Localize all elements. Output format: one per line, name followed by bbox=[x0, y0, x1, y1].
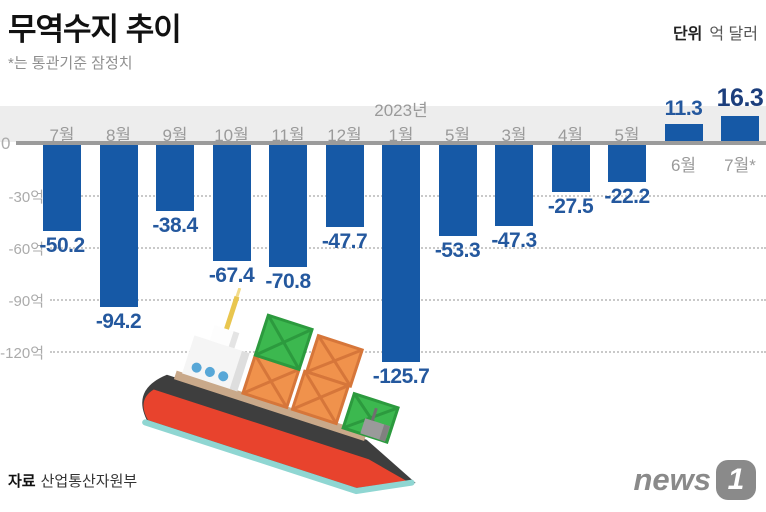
bar-8월 bbox=[99, 144, 138, 307]
ship-waterline bbox=[142, 419, 415, 495]
bar-5월 bbox=[438, 144, 477, 236]
bar-3월 bbox=[495, 144, 533, 226]
bar-5월 bbox=[608, 144, 646, 182]
y-tick-label: -120억 bbox=[0, 344, 44, 362]
bar-4월 bbox=[551, 144, 590, 192]
zero-axis-line bbox=[16, 141, 766, 145]
bar-value-7월*: 16.3 bbox=[716, 84, 764, 112]
bar-11월 bbox=[269, 144, 307, 267]
source-label: 자료 bbox=[8, 473, 36, 490]
bar-value-10월: -67.4 bbox=[208, 264, 255, 287]
bar-10월 bbox=[212, 144, 251, 261]
month-label-11월: 11월 bbox=[271, 126, 305, 145]
bar-value-5월: -22.2 bbox=[604, 185, 650, 208]
month-label-1월: 1월 bbox=[388, 126, 414, 145]
ship-hull-red-band bbox=[143, 389, 407, 488]
month-label-9월: 9월 bbox=[162, 126, 188, 145]
unit-caption: 단위 억 달러 bbox=[673, 20, 758, 44]
bar-value-3월: -47.3 bbox=[491, 229, 537, 252]
ship-mast bbox=[224, 295, 240, 330]
y-tick-label: 0 bbox=[1, 134, 11, 153]
y-tick-label: -90억 bbox=[8, 292, 44, 310]
bar-value-1월: -125.7 bbox=[372, 365, 430, 388]
bar-9월 bbox=[156, 144, 194, 211]
source-value: 산업통산자원부 bbox=[40, 473, 138, 490]
chart-header-strip bbox=[0, 106, 766, 142]
month-label-12월: 12월 bbox=[327, 126, 362, 145]
month-label-6월: 6월 bbox=[670, 156, 697, 175]
bar-value-8월: -94.2 bbox=[95, 310, 142, 333]
bar-6월 bbox=[664, 124, 703, 144]
month-label-7월*: 7월* bbox=[724, 156, 756, 175]
bar-value-9월: -38.4 bbox=[152, 214, 198, 237]
bar-value-11월: -70.8 bbox=[265, 270, 311, 293]
ship-deck bbox=[173, 370, 367, 441]
month-label-5월: 5월 bbox=[614, 126, 640, 145]
y-tick-label: -60억 bbox=[8, 240, 44, 258]
news1-logo: news 1 bbox=[633, 460, 756, 500]
bar-7월 bbox=[43, 144, 81, 231]
unit-label: 단위 bbox=[672, 26, 703, 43]
y-tick-label: -30억 bbox=[8, 188, 44, 206]
container-orange-left bbox=[241, 353, 301, 410]
container-orange-mid bbox=[290, 369, 351, 426]
month-label-10월: 10월 bbox=[214, 126, 249, 145]
news1-logo-text: news bbox=[633, 462, 711, 497]
month-label-5월: 5월 bbox=[444, 126, 471, 145]
bar-value-6월: 11.3 bbox=[664, 97, 703, 120]
bar-value-5월: -53.3 bbox=[434, 239, 481, 262]
page-title: 무역수지 추이 bbox=[8, 12, 182, 47]
month-label-3월: 3월 bbox=[501, 126, 527, 145]
bar-value-7월: -50.2 bbox=[39, 234, 85, 257]
bar-value-12월: -47.7 bbox=[321, 230, 368, 253]
year-annotation: 2023년 bbox=[374, 101, 428, 120]
cargo-ship-illustration bbox=[142, 288, 416, 495]
bar-value-4월: -27.5 bbox=[547, 195, 594, 218]
bar-7월* bbox=[721, 116, 759, 144]
month-label-8월: 8월 bbox=[105, 126, 132, 145]
unit-value: 억 달러 bbox=[709, 26, 758, 43]
news1-logo-badge: 1 bbox=[716, 460, 756, 500]
bar-12월 bbox=[325, 144, 364, 227]
data-source: 자료 산업통산자원부 bbox=[8, 470, 137, 491]
month-label-4월: 4월 bbox=[557, 126, 584, 145]
container-orange-top bbox=[304, 333, 365, 388]
container-green-top bbox=[253, 313, 314, 372]
bar-1월 bbox=[382, 144, 420, 362]
footnote-subtitle: *는 통관기준 잠정치 bbox=[8, 55, 133, 72]
month-label-7월: 7월 bbox=[49, 126, 75, 145]
